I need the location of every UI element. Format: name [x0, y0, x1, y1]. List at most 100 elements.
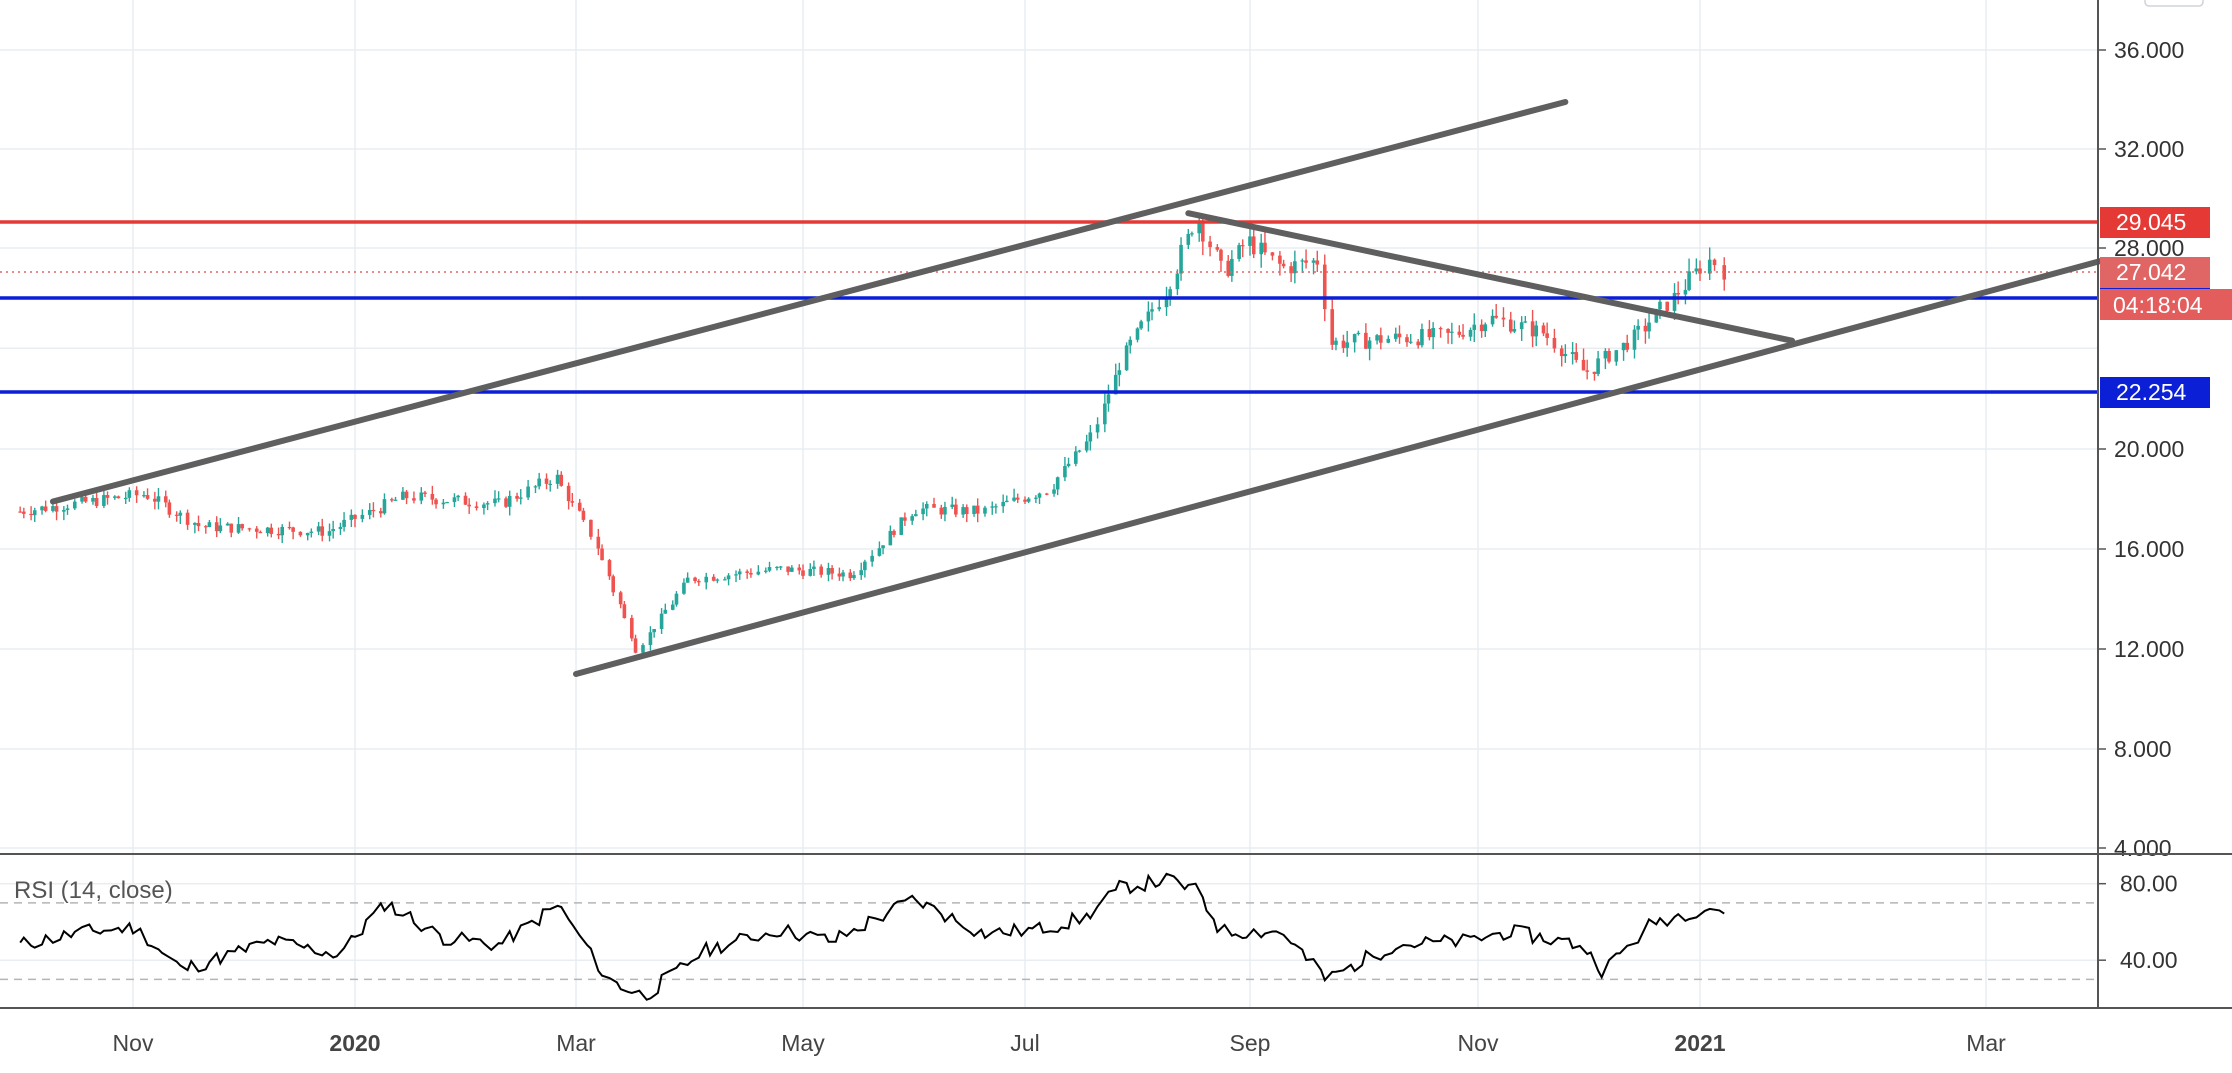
candle-body	[83, 496, 88, 502]
candle-body	[327, 531, 332, 536]
candle-body	[203, 526, 208, 528]
candle-body	[1552, 337, 1557, 349]
candle-body	[892, 530, 896, 535]
candle-body	[633, 638, 638, 653]
candle-body	[412, 498, 416, 501]
countdown-label: 04:18:04	[2113, 292, 2203, 318]
candle-body	[404, 491, 409, 499]
candle-body	[1146, 311, 1151, 322]
candle-body	[939, 507, 944, 515]
candle-body	[29, 513, 33, 516]
candle-body	[367, 509, 372, 515]
candle-body	[225, 523, 230, 526]
candle-body	[630, 617, 634, 639]
candle-body	[674, 593, 679, 605]
candle-body	[240, 524, 244, 529]
candle-body	[254, 528, 259, 532]
candle-body	[1201, 221, 1205, 242]
candle-body	[1259, 242, 1264, 255]
candle-body	[1037, 493, 1042, 498]
price-level-label: 22.254	[2116, 379, 2187, 405]
candle-body	[434, 499, 438, 505]
y-tick-label: 20.000	[2114, 436, 2184, 462]
candle-body	[1084, 441, 1089, 451]
candle-body	[990, 506, 995, 508]
candle-body	[1044, 493, 1049, 495]
candle-body	[682, 582, 686, 594]
candle-body	[1541, 325, 1546, 334]
candle-body	[463, 495, 468, 505]
candle-body	[881, 545, 885, 549]
candle-body	[269, 527, 274, 534]
candle-body	[193, 522, 197, 525]
candle-body	[1001, 501, 1005, 507]
countdown-badge	[2100, 289, 2232, 320]
x-tick-label: Sep	[1230, 1030, 1271, 1056]
candle-body	[1545, 333, 1549, 338]
candle-body	[1530, 321, 1535, 337]
candle-body	[863, 561, 867, 571]
candle-body	[1345, 342, 1349, 348]
candle-body	[276, 533, 281, 536]
candle-body	[775, 566, 779, 569]
candle-body	[1712, 259, 1717, 266]
candle-body	[229, 523, 234, 533]
candle-body	[1248, 236, 1252, 246]
candle-body	[1157, 307, 1162, 310]
candle-body	[581, 510, 586, 520]
candle-body	[1197, 221, 1201, 234]
candle-body	[611, 576, 616, 593]
candle-body	[178, 512, 183, 516]
candle-body	[1519, 322, 1524, 330]
candle-body	[801, 570, 805, 576]
candle-body	[371, 509, 376, 512]
candle-body	[1168, 289, 1172, 298]
trend-line	[573, 257, 2106, 677]
candle-body	[1226, 260, 1231, 276]
candle-body	[94, 498, 99, 506]
candle-body	[1150, 309, 1154, 312]
candle-body	[1012, 497, 1016, 501]
candle-body	[430, 493, 435, 500]
candle-body	[1128, 339, 1133, 346]
y-tick-label: 16.000	[2114, 536, 2184, 562]
candle-body	[652, 629, 656, 633]
candle-body	[726, 575, 731, 580]
candle-body	[1408, 341, 1413, 343]
candle-body	[1278, 255, 1282, 264]
candle-body	[1113, 374, 1118, 395]
candle-body	[320, 526, 325, 536]
candle-body	[43, 506, 48, 511]
candle-body	[888, 530, 893, 546]
candle-body	[1457, 331, 1462, 335]
candle-body	[280, 526, 285, 536]
candle-body	[65, 508, 70, 511]
candle-body	[943, 506, 947, 515]
candle-body	[1581, 359, 1586, 371]
x-tick-label: 2021	[1674, 1030, 1725, 1056]
candle-body	[1289, 266, 1293, 274]
candle-body	[218, 525, 223, 532]
candle-body	[1632, 329, 1637, 350]
candle-body	[1311, 260, 1316, 263]
candle-body	[153, 498, 157, 502]
candle-body	[504, 498, 508, 507]
candle-body	[1416, 341, 1420, 346]
candle-body	[711, 576, 716, 581]
candle-body	[1026, 498, 1031, 502]
candle-body	[1023, 499, 1027, 502]
candle-body	[1219, 249, 1223, 261]
candle-body	[737, 571, 742, 575]
candle-body	[848, 572, 853, 579]
candle-body	[670, 604, 675, 610]
candle-body	[1494, 315, 1498, 318]
candle-body	[1676, 292, 1680, 295]
candle-body	[1672, 292, 1677, 311]
candle-body	[390, 499, 394, 501]
candle-body	[507, 495, 512, 507]
candle-body	[1431, 328, 1435, 338]
candle-body	[622, 604, 627, 618]
candle-body	[1208, 241, 1212, 248]
